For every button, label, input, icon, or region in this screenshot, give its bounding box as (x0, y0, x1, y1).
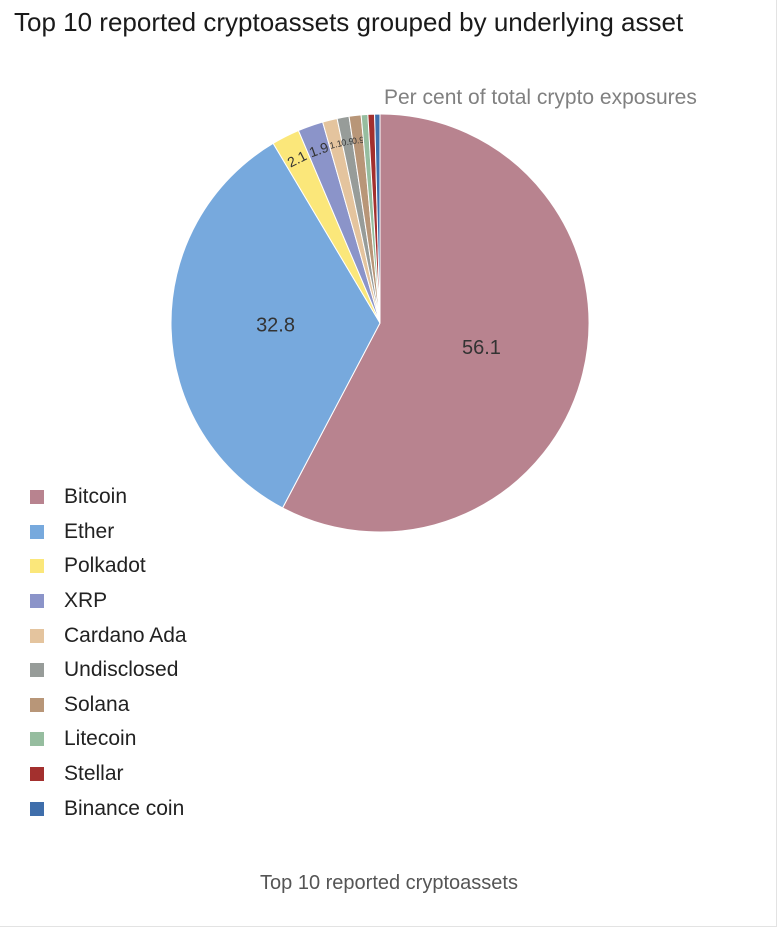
pie-data-label-bitcoin: 56.1 (462, 337, 501, 359)
pie-slice-binance-coin (374, 113, 381, 324)
pie-data-label-ether: 32.8 (256, 315, 295, 337)
legend-item-undisclosed: Undisclosed (30, 653, 187, 688)
legend-swatch (30, 732, 44, 747)
pie-data-label-undisclosed: 0.9 (340, 136, 354, 148)
chart-title: Top 10 reported cryptoassets grouped by … (14, 7, 684, 37)
legend-item-xrp: XRP (30, 584, 187, 619)
pie-data-label-solana: 0.9 (351, 135, 365, 146)
legend-item-bitcoin: Bitcoin (30, 480, 187, 515)
legend-label: Binance coin (64, 796, 185, 820)
legend-label: Polkadot (64, 554, 146, 578)
chart-subtitle: Per cent of total crypto exposures (384, 86, 697, 109)
legend-swatch (30, 594, 44, 609)
legend-label: XRP (64, 589, 108, 613)
legend-swatch (30, 628, 44, 643)
legend-swatch (30, 801, 44, 816)
legend-label: Bitcoin (64, 485, 128, 509)
legend-item-stellar: Stellar (30, 757, 187, 792)
legend-item-litecoin: Litecoin (30, 722, 187, 757)
legend-swatch (30, 663, 44, 678)
legend-swatch (30, 559, 44, 574)
chart-legend: Bitcoin Ether Polkadot XRP Cardano Ada Undisc… (30, 480, 187, 826)
chart-caption: Top 10 reported cryptoassets (260, 872, 518, 894)
pie-slice-bitcoin (281, 113, 590, 533)
legend-item-ether: Ether (30, 515, 187, 550)
legend-label: Undisclosed (64, 658, 179, 682)
legend-label: Ether (64, 519, 115, 543)
legend-label: Cardano Ada (64, 623, 187, 647)
pie-slice-ether (170, 142, 381, 509)
pie-data-label-polkadot: 2.1 (285, 147, 310, 170)
pie-data-label-xrp: 1.9 (307, 139, 331, 161)
legend-label: Litecoin (64, 727, 137, 751)
legend-swatch (30, 490, 44, 505)
legend-swatch (30, 767, 44, 782)
legend-item-solana: Solana (30, 688, 187, 723)
legend-item-cardano-ada: Cardano Ada (30, 618, 187, 653)
legend-label: Solana (64, 692, 130, 716)
legend-swatch (30, 697, 44, 712)
legend-item-polkadot: Polkadot (30, 549, 187, 584)
legend-label: Stellar (64, 762, 124, 786)
pie-data-label-cardano-ada: 1.1 (329, 138, 344, 151)
legend-swatch (30, 524, 44, 539)
legend-item-binance-coin: Binance coin (30, 791, 187, 826)
